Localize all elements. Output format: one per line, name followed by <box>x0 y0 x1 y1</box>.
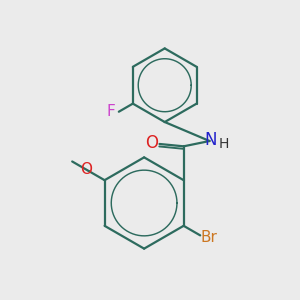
Text: Br: Br <box>200 230 217 245</box>
Text: O: O <box>145 134 158 152</box>
Text: O: O <box>80 162 92 177</box>
Text: F: F <box>106 103 115 118</box>
Text: N: N <box>205 130 217 148</box>
Text: H: H <box>218 137 229 151</box>
